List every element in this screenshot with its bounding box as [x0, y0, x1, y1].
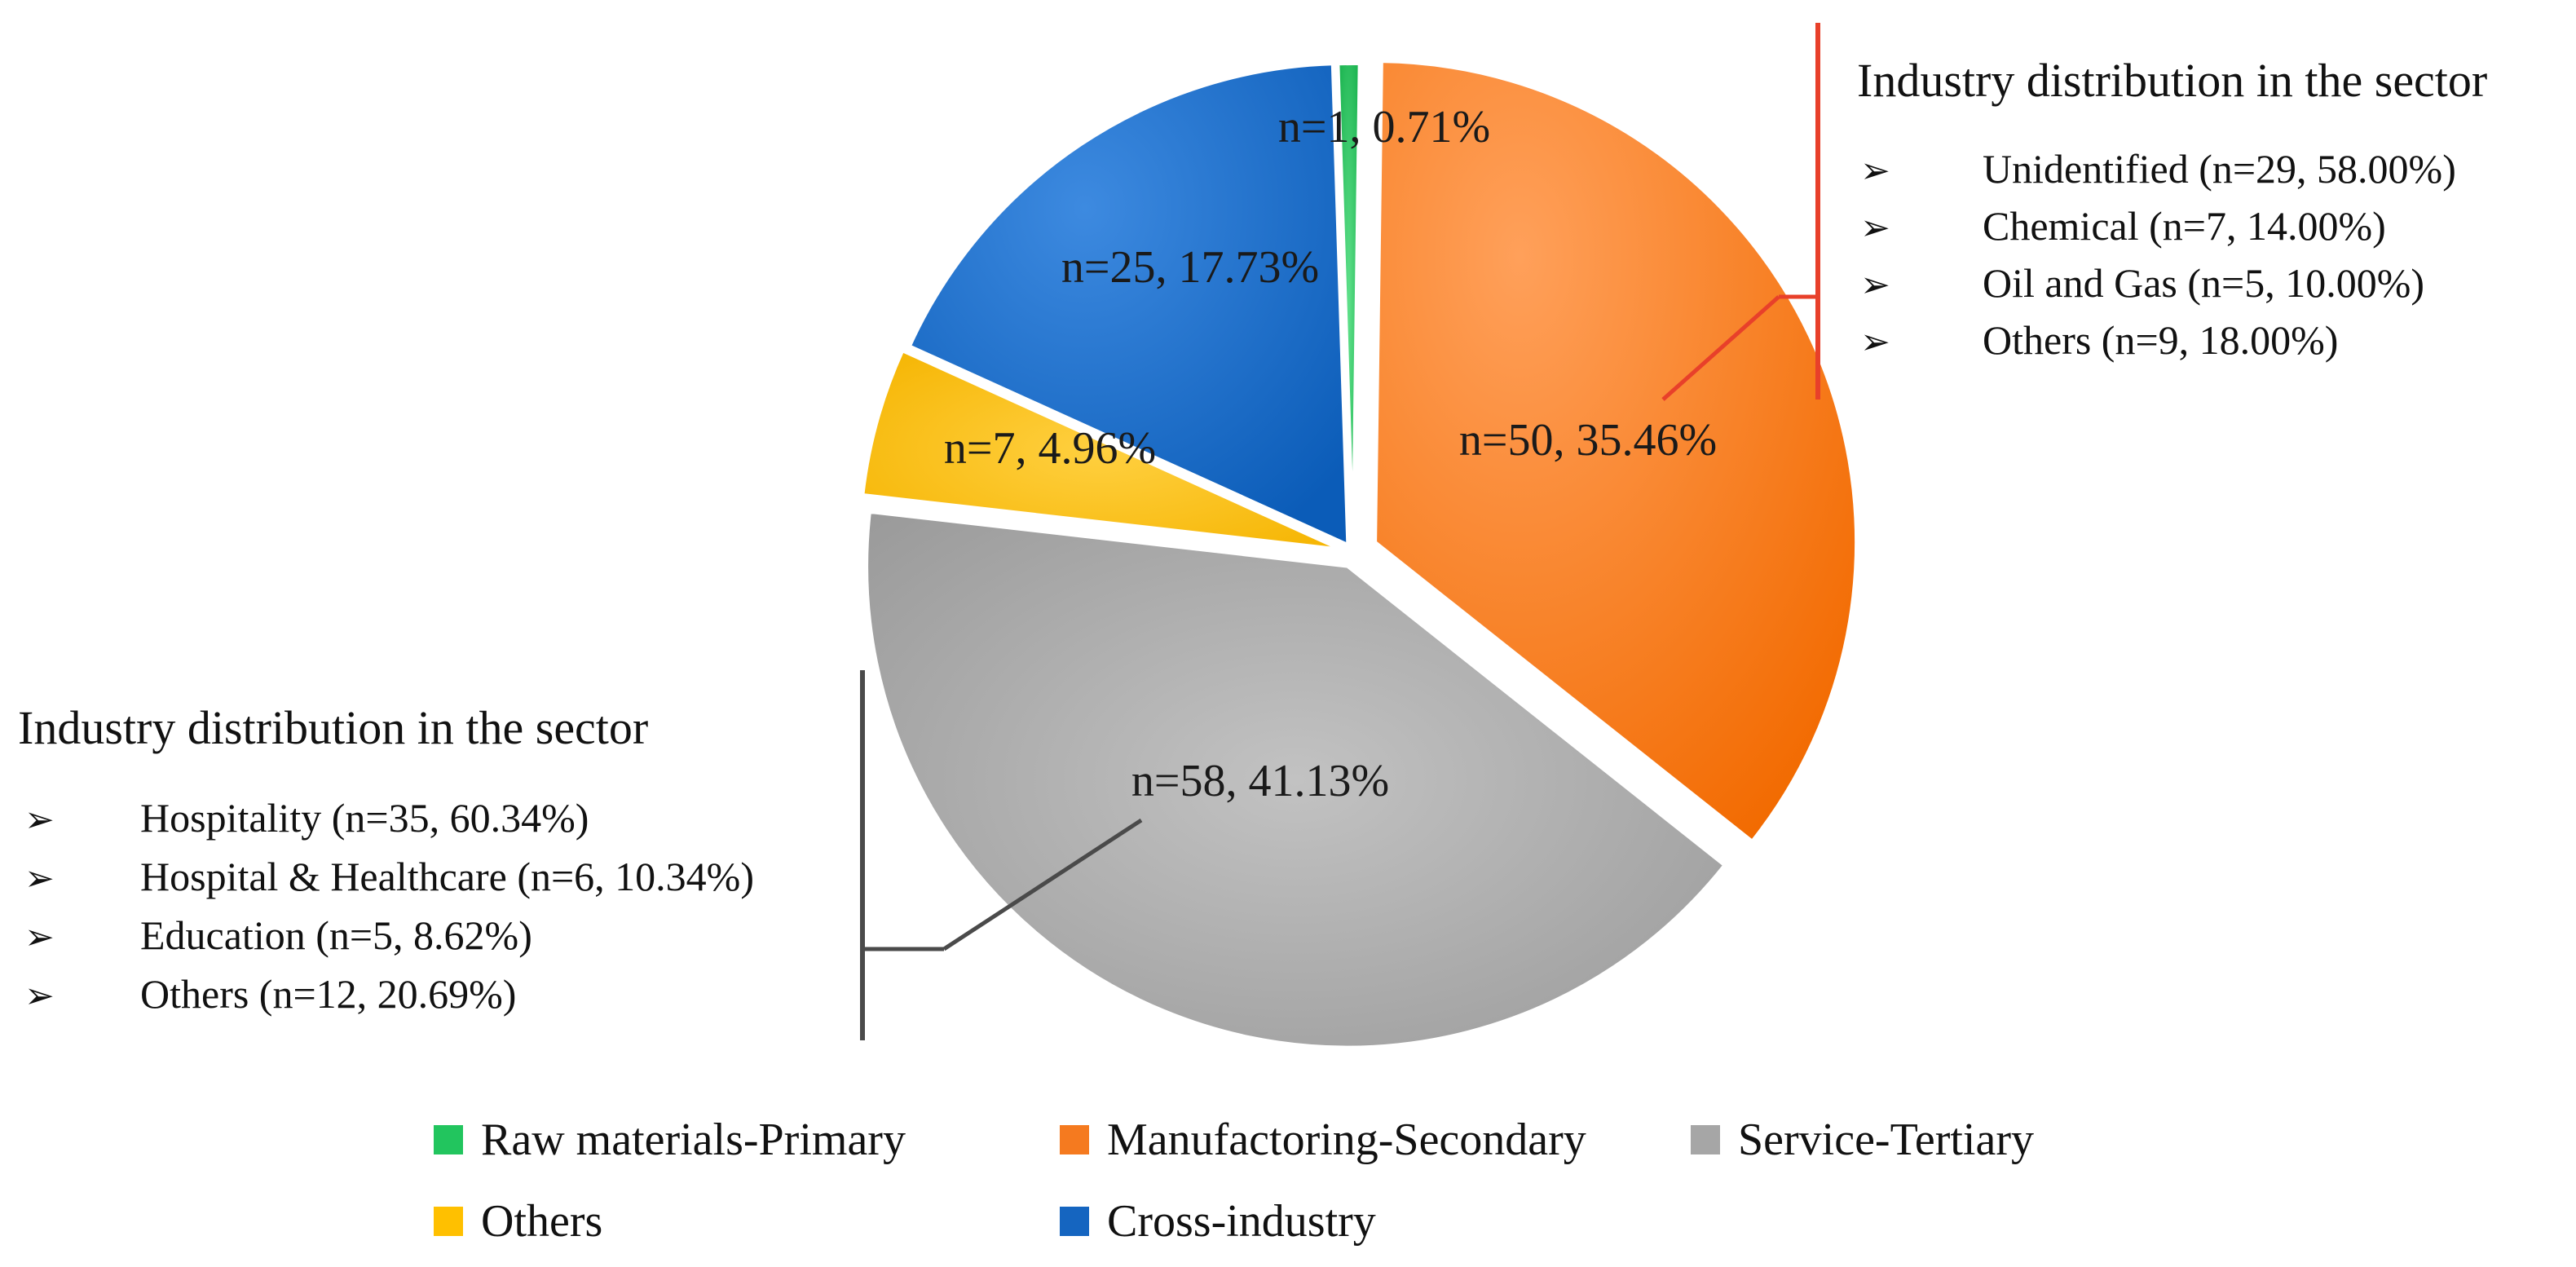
legend-swatch-primary [434, 1125, 463, 1154]
pie-data-labels: n=1, 0.71% n=50, 35.46% n=58, 41.13% n=7… [944, 102, 1717, 806]
tertiary-bullet-1: ➢ [24, 799, 55, 841]
pie-slice-cross-industry [907, 62, 1350, 548]
tertiary-bullet-4: ➢ [24, 975, 55, 1017]
secondary-item-2: Chemical (n=7, 14.00%) [1983, 203, 2386, 249]
tertiary-bullet-3: ➢ [24, 916, 55, 958]
tertiary-item-1: Hospitality (n=35, 60.34%) [140, 795, 589, 841]
tertiary-item-4: Others (n=12, 20.69%) [140, 971, 516, 1017]
data-label-tertiary: n=58, 41.13% [1131, 756, 1389, 806]
pie-slices [861, 60, 1859, 1049]
secondary-bullet-2: ➢ [1860, 207, 1890, 249]
legend-label-primary: Raw materials-Primary [481, 1115, 906, 1165]
secondary-item-1: Unidentified (n=29, 58.00%) [1983, 146, 2456, 192]
legend-swatch-tertiary [1691, 1125, 1720, 1154]
secondary-leader-line [1661, 295, 1780, 401]
secondary-annotation: Industry distribution in the sector ➢ Un… [1661, 23, 2487, 401]
secondary-annotation-title: Industry distribution in the sector [1857, 54, 2487, 107]
legend-label-secondary: Manufactoring-Secondary [1107, 1115, 1586, 1165]
legend: Raw materials-Primary Manufactoring-Seco… [434, 1115, 2034, 1247]
data-label-secondary: n=50, 35.46% [1459, 415, 1717, 466]
legend-label-tertiary: Service-Tertiary [1738, 1115, 2034, 1165]
legend-swatch-cross-industry [1060, 1207, 1089, 1236]
legend-swatch-others [434, 1207, 463, 1236]
data-label-primary: n=1, 0.71% [1278, 102, 1490, 152]
secondary-bullet-3: ➢ [1860, 264, 1890, 306]
legend-label-cross-industry: Cross-industry [1107, 1196, 1376, 1247]
tertiary-item-2: Hospital & Healthcare (n=6, 10.34%) [140, 854, 754, 899]
data-label-others: n=7, 4.96% [944, 423, 1156, 474]
legend-label-others: Others [481, 1196, 602, 1247]
tertiary-annotation-title: Industry distribution in the sector [18, 701, 648, 754]
tertiary-item-3: Education (n=5, 8.62%) [140, 912, 532, 958]
tertiary-leader-line [942, 818, 1143, 951]
pie-slice-secondary [1374, 60, 1859, 844]
data-label-cross-industry: n=25, 17.73% [1061, 242, 1319, 293]
secondary-item-4: Others (n=9, 18.00%) [1983, 317, 2338, 363]
legend-swatch-secondary [1060, 1125, 1089, 1154]
secondary-bullet-1: ➢ [1860, 150, 1890, 192]
secondary-item-3: Oil and Gas (n=5, 10.00%) [1983, 260, 2424, 306]
secondary-bullet-4: ➢ [1860, 321, 1890, 363]
tertiary-bullet-2: ➢ [24, 858, 55, 899]
tertiary-annotation: Industry distribution in the sector ➢ Ho… [18, 670, 1143, 1040]
pie-slice-tertiary [865, 510, 1727, 1049]
pie-slice-others [861, 348, 1342, 551]
pie-slice-primary [1336, 62, 1361, 545]
